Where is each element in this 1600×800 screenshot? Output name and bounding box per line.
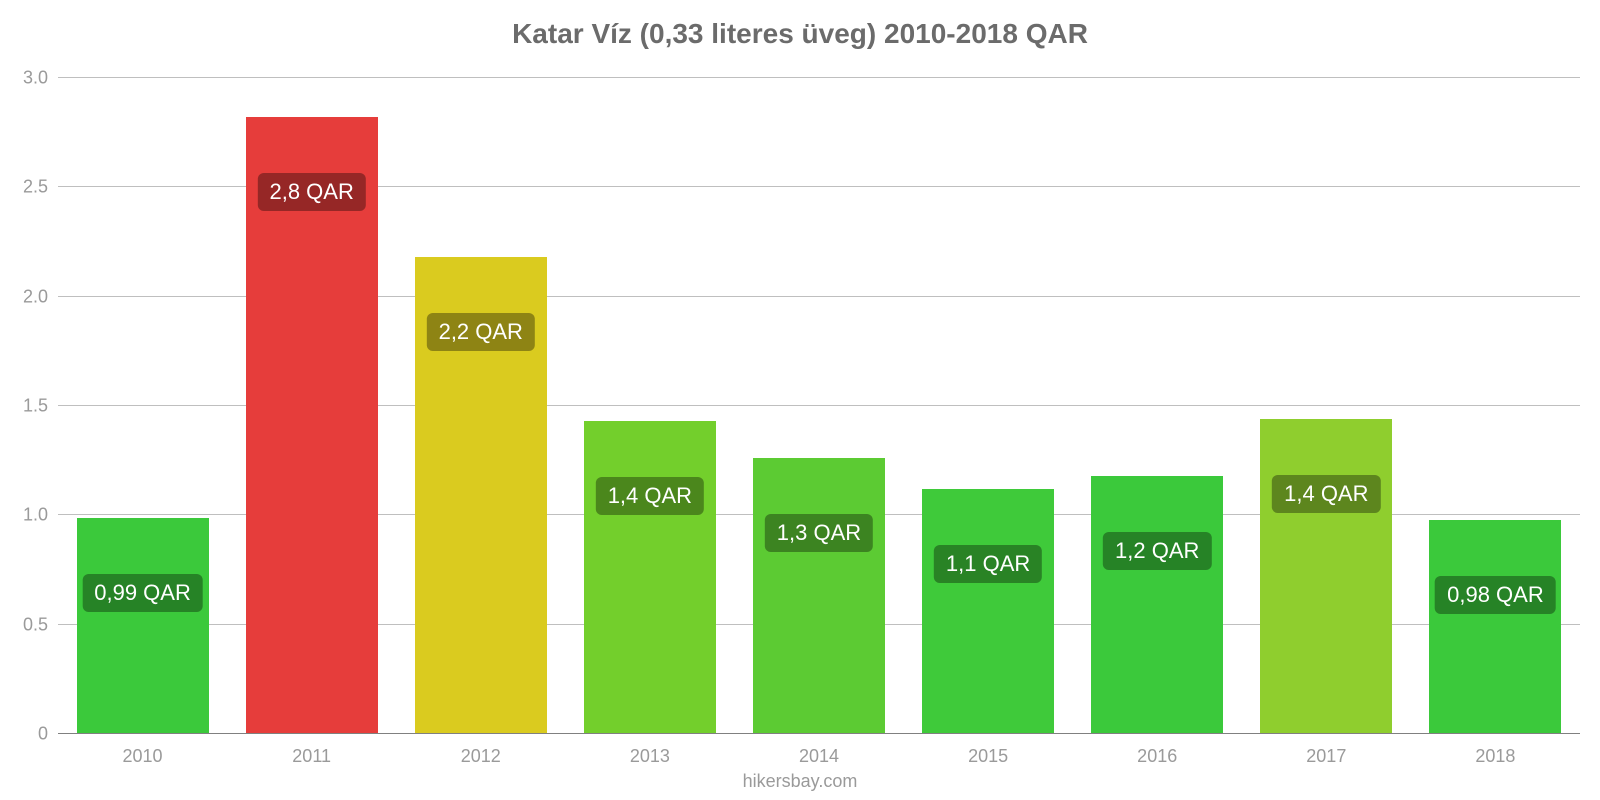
bar: 0,99 QAR	[77, 518, 209, 734]
bar: 1,3 QAR	[753, 458, 885, 734]
bar-slot: 1,2 QAR2016	[1073, 78, 1242, 734]
chart-title: Katar Víz (0,33 literes üveg) 2010-2018 …	[0, 0, 1600, 50]
bar-value-label: 1,1 QAR	[934, 545, 1042, 583]
x-axis-label: 2018	[1475, 734, 1515, 767]
y-axis-label: 0.5	[23, 614, 58, 635]
x-axis-label: 2015	[968, 734, 1008, 767]
bar-slot: 0,99 QAR2010	[58, 78, 227, 734]
x-axis-label: 2016	[1137, 734, 1177, 767]
y-axis-label: 1.0	[23, 505, 58, 526]
bar-slot: 1,1 QAR2015	[904, 78, 1073, 734]
bar: 1,2 QAR	[1091, 476, 1223, 734]
x-axis-label: 2012	[461, 734, 501, 767]
bar-value-label: 1,4 QAR	[596, 477, 704, 515]
chart-container: Katar Víz (0,33 literes üveg) 2010-2018 …	[0, 0, 1600, 800]
plot-area: 00.51.01.52.02.53.0 0,99 QAR20102,8 QAR2…	[58, 78, 1580, 734]
bar-value-label: 0,99 QAR	[82, 574, 203, 612]
y-axis-label: 2.5	[23, 177, 58, 198]
bar-slot: 1,4 QAR2013	[565, 78, 734, 734]
bar: 2,8 QAR	[246, 117, 378, 734]
bar-slot: 2,2 QAR2012	[396, 78, 565, 734]
y-axis-label: 3.0	[23, 68, 58, 89]
bar-value-label: 1,3 QAR	[765, 514, 873, 552]
bar-value-label: 1,4 QAR	[1272, 475, 1380, 513]
x-axis-label: 2014	[799, 734, 839, 767]
bar: 0,98 QAR	[1429, 520, 1561, 734]
bar: 1,4 QAR	[584, 421, 716, 734]
y-axis-label: 1.5	[23, 396, 58, 417]
bar-value-label: 2,2 QAR	[427, 313, 535, 351]
bar-value-label: 0,98 QAR	[1435, 576, 1556, 614]
x-axis-label: 2011	[292, 734, 331, 767]
bar-value-label: 2,8 QAR	[257, 173, 365, 211]
y-axis-label: 2.0	[23, 286, 58, 307]
x-axis-label: 2010	[123, 734, 163, 767]
x-axis-label: 2013	[630, 734, 670, 767]
x-axis-baseline	[58, 733, 1580, 734]
chart-footer: hikersbay.com	[0, 771, 1600, 792]
bar: 1,4 QAR	[1260, 419, 1392, 734]
bar-slot: 2,8 QAR2011	[227, 78, 396, 734]
bar-slot: 1,4 QAR2017	[1242, 78, 1411, 734]
bar-slot: 0,98 QAR2018	[1411, 78, 1580, 734]
bars-group: 0,99 QAR20102,8 QAR20112,2 QAR20121,4 QA…	[58, 78, 1580, 734]
y-axis-label: 0	[38, 724, 58, 745]
bar-value-label: 1,2 QAR	[1103, 532, 1211, 570]
bar: 2,2 QAR	[415, 257, 547, 734]
bar-slot: 1,3 QAR2014	[734, 78, 903, 734]
bar: 1,1 QAR	[922, 489, 1054, 734]
x-axis-label: 2017	[1306, 734, 1346, 767]
